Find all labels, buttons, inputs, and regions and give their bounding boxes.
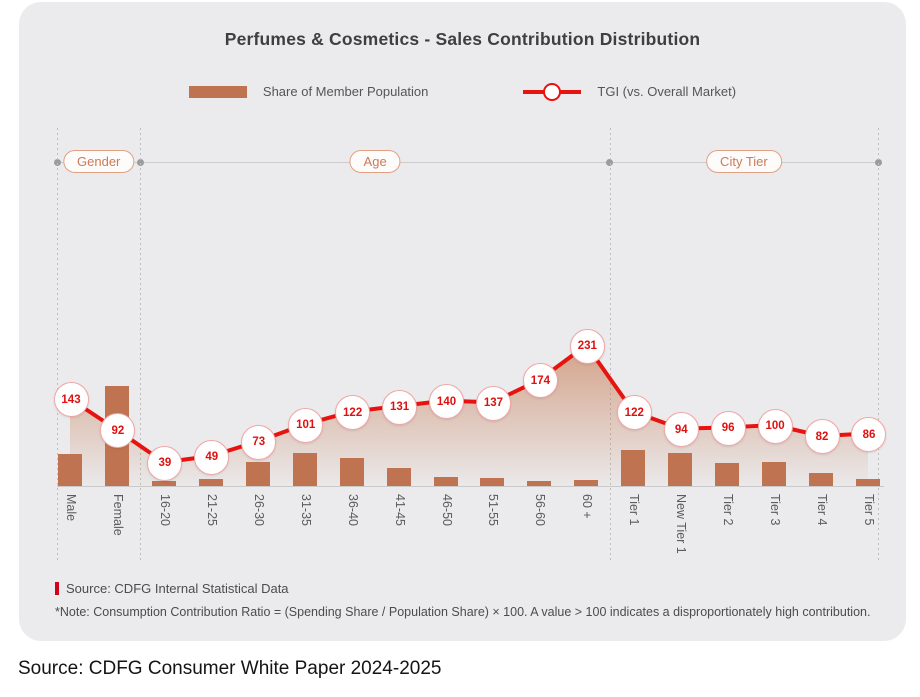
bar-new-tier-1 bbox=[668, 453, 693, 486]
x-axis-label-60-+: 60 + bbox=[580, 494, 595, 519]
x-axis-label-21-25: 21-25 bbox=[204, 494, 219, 526]
bar-41-45 bbox=[386, 468, 411, 486]
legend-item-line[interactable]: TGI (vs. Overall Market) bbox=[523, 82, 737, 101]
tgi-marker-tier-5: 86 bbox=[851, 417, 887, 453]
bar-male bbox=[58, 454, 82, 486]
chart-legend: Share of Member Population TGI (vs. Over… bbox=[19, 82, 906, 101]
x-axis-label-tier-3: Tier 3 bbox=[768, 494, 783, 526]
bar-tier-2 bbox=[715, 463, 740, 486]
x-axis-label-26-30: 26-30 bbox=[251, 494, 266, 526]
x-axis-label-new-tier-1: New Tier 1 bbox=[674, 494, 689, 554]
group-divider-line bbox=[609, 128, 611, 560]
bar-31-35 bbox=[292, 453, 317, 486]
tgi-marker-male: 143 bbox=[53, 382, 89, 418]
group-divider-line bbox=[878, 128, 879, 560]
x-axis-label-tier-2: Tier 2 bbox=[721, 494, 736, 526]
tgi-marker-31-35: 101 bbox=[288, 407, 324, 443]
legend-bar-label: Share of Member Population bbox=[262, 84, 429, 99]
bar-tier-3 bbox=[762, 462, 787, 486]
chart-card: Perfumes & Cosmetics - Sales Contributio… bbox=[19, 2, 906, 641]
group-pill-gender: Gender bbox=[63, 150, 135, 173]
red-bar-icon bbox=[55, 582, 59, 595]
x-axis-label-51-55: 51-55 bbox=[486, 494, 501, 526]
legend-item-bar[interactable]: Share of Member Population bbox=[188, 84, 429, 99]
x-axis-line bbox=[57, 486, 884, 487]
tgi-marker-21-25: 49 bbox=[194, 439, 230, 475]
tgi-marker-60-+: 231 bbox=[569, 328, 605, 364]
group-divider-line bbox=[57, 128, 58, 560]
legend-line-label: TGI (vs. Overall Market) bbox=[597, 84, 737, 99]
bar-46-50 bbox=[433, 477, 458, 486]
bar-swatch-icon bbox=[188, 85, 247, 98]
tgi-marker-tier-2: 96 bbox=[710, 410, 746, 446]
group-divider-line bbox=[140, 128, 142, 560]
group-axis-line bbox=[57, 162, 878, 163]
x-axis-label-female: Female bbox=[110, 494, 125, 536]
internal-source-line: Source: CDFG Internal Statistical Data bbox=[55, 581, 289, 596]
tgi-marker-female: 92 bbox=[100, 413, 136, 449]
page-source-caption: Source: CDFG Consumer White Paper 2024-2… bbox=[18, 658, 442, 679]
x-axis-label-56-60: 56-60 bbox=[533, 494, 548, 526]
x-axis-label-16-20: 16-20 bbox=[157, 494, 172, 526]
internal-source-text: Source: CDFG Internal Statistical Data bbox=[66, 581, 289, 596]
tgi-marker-46-50: 140 bbox=[429, 384, 465, 420]
bar-21-25 bbox=[198, 479, 223, 486]
tgi-marker-tier-3: 100 bbox=[757, 408, 793, 444]
tgi-marker-tier-4: 82 bbox=[804, 419, 840, 455]
bar-26-30 bbox=[245, 462, 270, 486]
line-marker-icon bbox=[523, 82, 582, 101]
bar-16-20 bbox=[151, 481, 176, 486]
bar-tier-1 bbox=[621, 450, 646, 486]
x-axis-label-tier-5: Tier 5 bbox=[861, 494, 876, 526]
chart-title: Perfumes & Cosmetics - Sales Contributio… bbox=[224, 29, 701, 49]
group-pill-age: Age bbox=[349, 150, 401, 173]
tgi-marker-51-55: 137 bbox=[475, 385, 511, 421]
x-axis-label-31-35: 31-35 bbox=[298, 494, 313, 526]
bar-51-55 bbox=[480, 478, 505, 486]
tgi-marker-56-60: 174 bbox=[522, 363, 558, 399]
tgi-marker-tier-1: 122 bbox=[616, 395, 652, 431]
x-axis-label-male: Male bbox=[64, 494, 78, 522]
bar-tier-5 bbox=[855, 479, 880, 486]
bar-36-40 bbox=[339, 458, 364, 486]
tgi-marker-16-20: 39 bbox=[147, 445, 183, 481]
tgi-marker-41-45: 131 bbox=[382, 389, 418, 425]
tgi-marker-new-tier-1: 94 bbox=[663, 412, 699, 448]
bar-56-60 bbox=[527, 481, 552, 486]
footnote: *Note: Consumption Contribution Ratio = … bbox=[55, 605, 871, 619]
tgi-marker-26-30: 73 bbox=[241, 424, 277, 460]
tgi-marker-36-40: 122 bbox=[335, 395, 371, 431]
bar-60-+ bbox=[574, 480, 599, 486]
x-axis-label-41-45: 41-45 bbox=[392, 494, 407, 526]
x-axis-label-36-40: 36-40 bbox=[345, 494, 360, 526]
bar-tier-4 bbox=[809, 473, 834, 486]
group-pill-city-tier: City Tier bbox=[706, 150, 782, 173]
x-axis-label-tier-1: Tier 1 bbox=[627, 494, 642, 526]
x-axis-label-tier-4: Tier 4 bbox=[815, 494, 830, 526]
x-axis-label-46-50: 46-50 bbox=[439, 494, 454, 526]
